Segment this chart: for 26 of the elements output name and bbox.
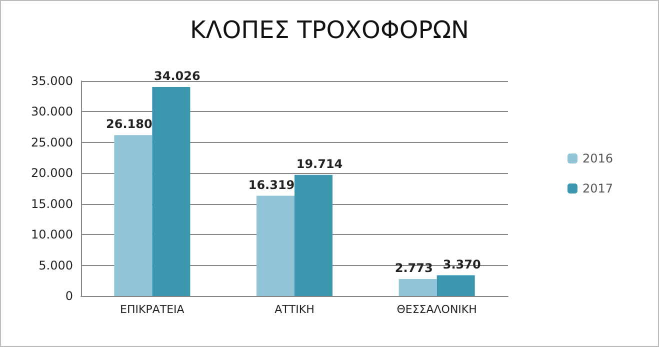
bar xyxy=(398,278,437,296)
data-label: 19.714 xyxy=(296,156,343,171)
x-tick-label: ΘΕΣΣΑΛΟΝΙΚΗ xyxy=(396,303,477,316)
y-tick-label: 25.000 xyxy=(31,135,73,150)
data-label: 26.180 xyxy=(106,117,152,132)
data-label: 34.026 xyxy=(154,68,200,83)
y-tick-label: 10.000 xyxy=(31,228,73,242)
y-tick-label: 30.000 xyxy=(31,104,73,119)
x-tick-label: ΕΠΙΚΡΑΤΕΙΑ xyxy=(120,303,185,316)
bar xyxy=(294,174,332,296)
y-tick-label: 35.000 xyxy=(31,74,73,88)
data-label: 2.773 xyxy=(394,260,433,275)
y-tick-label: 0 xyxy=(65,289,73,303)
data-label: 3.370 xyxy=(442,257,481,272)
legend-label: 2017 xyxy=(582,182,614,196)
chart-title: ΚΛΟΠΕΣ ΤΡΟΧΟΦΟΡΩΝ xyxy=(190,16,469,44)
x-tick-label: ΑΤΤΙΚΗ xyxy=(274,303,314,316)
y-tick-label: 15.000 xyxy=(31,196,73,211)
bar xyxy=(256,196,294,296)
bar xyxy=(436,275,475,296)
y-tick-label: 5.000 xyxy=(38,258,73,272)
data-label: 16.319 xyxy=(248,178,295,192)
legend-label: 2016 xyxy=(582,152,614,166)
bar xyxy=(114,135,152,296)
bar xyxy=(152,86,190,296)
y-tick-label: 20.000 xyxy=(31,166,73,180)
